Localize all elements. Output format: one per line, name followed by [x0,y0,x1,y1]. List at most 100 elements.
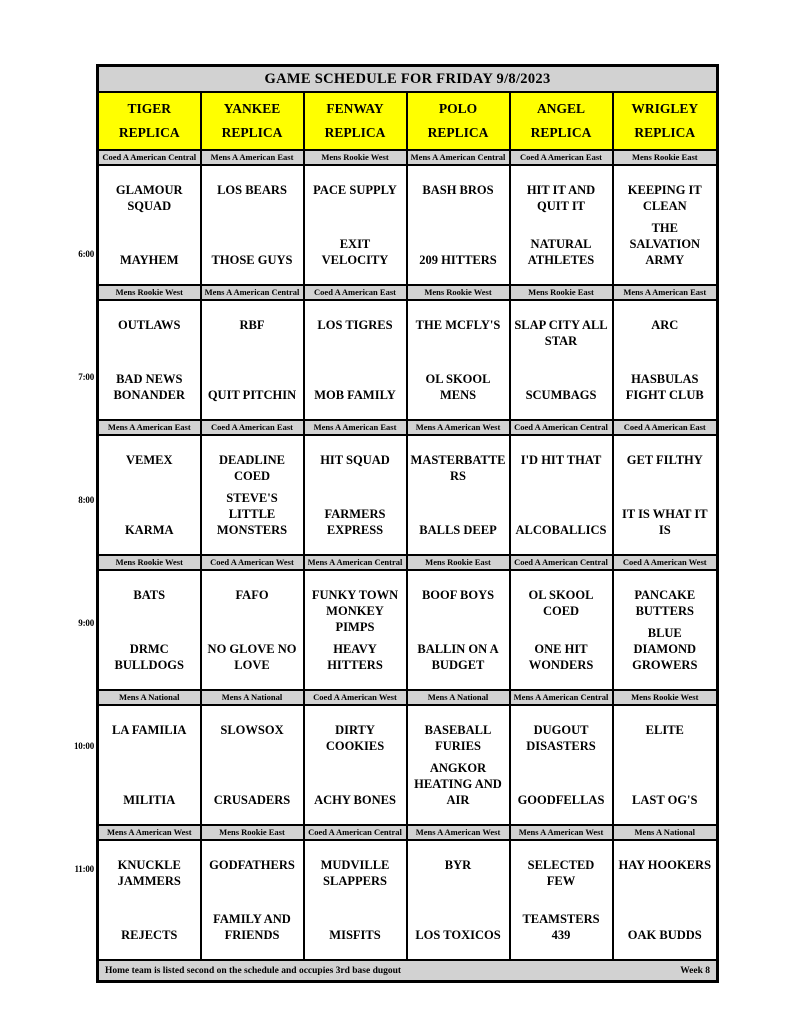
game-cell[interactable]: OUTLAWS BAD NEWS BONANDER [96,299,202,421]
away-team: OUTLAWS [117,318,181,332]
away-team: LOS TIGRES [317,318,393,332]
game-cell[interactable]: LOS BEARS THOSE GUYS [199,164,305,286]
home-team: REJECTS [121,928,178,942]
home-team: 209 HITTERS [419,253,497,267]
time-label-8: 8:00 [78,495,94,505]
home-team: OAK BUDDS [627,928,702,942]
home-team: NATURAL ATHLETES [527,237,595,267]
game-cell[interactable]: LOS TIGRES MOB FAMILY [302,299,408,421]
game-cell[interactable]: BATS DRMC BULLDOGS [96,569,202,691]
field-name: POLO [438,101,478,117]
league-label: Mens Rookie East [199,824,305,841]
game-cell[interactable]: MUDVILLE SLAPPERS MISFITS [302,839,408,961]
away-team: THE MCFLY'S [415,318,501,332]
game-cell[interactable]: MASTERBATTERS BALLS DEEP [405,434,511,556]
game-cell[interactable]: LA FAMILIA MILITIA [96,704,202,826]
home-team: STEVE'S LITTLE MONSTERS [216,491,288,537]
game-cell[interactable]: PANCAKE BUTTERS BLUE DIAMOND GROWERS [611,569,719,691]
game-cell[interactable]: VEMEX KARMA [96,434,202,556]
game-cell[interactable]: ARC HASBULAS FIGHT CLUB [611,299,719,421]
away-team: PACE SUPPLY [313,183,397,197]
field-sub: REPLICA [427,125,489,140]
league-label: Mens A American West [405,419,511,436]
league-label: Mens Rookie West [405,284,511,301]
game-cell[interactable]: DEADLINE COED STEVE'S LITTLE MONSTERS [199,434,305,556]
home-team: THE SALVATION ARMY [629,221,701,267]
game-cell[interactable]: ELITE LAST OG'S [611,704,719,826]
away-team: GET FILTHY [626,453,703,467]
game-cell[interactable]: BYR LOS TOXICOS [405,839,511,961]
league-label: Coed A American West [611,554,719,571]
game-cell[interactable]: PACE SUPPLY EXIT VELOCITY [302,164,408,286]
league-label: Coed A American East [199,419,305,436]
league-label: Mens A National [96,689,202,706]
game-cell[interactable]: GET FILTHY IT IS WHAT IT IS [611,434,719,556]
away-team: BASH BROS [422,183,494,197]
home-team: ACHY BONES [314,793,396,807]
league-row-10: Mens A National Mens A National Coed A A… [96,689,719,706]
away-team: SLAP CITY ALL STAR [514,318,608,348]
league-label: Mens A National [611,824,719,841]
league-label: Mens A American Central [302,554,408,571]
title-row: GAME SCHEDULE FOR FRIDAY 9/8/2023 [96,64,719,93]
home-team: THOSE GUYS [211,253,293,267]
league-label: Coed A American Central [508,554,614,571]
home-team: OL SKOOL MENS [425,372,491,402]
home-team: ONE HIT WONDERS [528,642,594,672]
game-cell[interactable]: THE MCFLY'S OL SKOOL MENS [405,299,511,421]
league-label: Mens A National [405,689,511,706]
game-cell[interactable]: KNUCKLE JAMMERS REJECTS [96,839,202,961]
home-team: KARMA [124,523,174,537]
away-team: HIT IT AND QUIT IT [526,183,596,213]
game-cell[interactable]: HIT IT AND QUIT IT NATURAL ATHLETES [508,164,614,286]
footer-row: Home team is listed second on the schedu… [96,959,719,983]
game-cell[interactable]: HIT SQUAD FARMERS EXPRESS [302,434,408,556]
game-row-8: VEMEX KARMA DEADLINE COED STEVE'S LITTLE M… [96,434,719,556]
game-cell[interactable]: BASH BROS 209 HITTERS [405,164,511,286]
game-cell[interactable]: DIRTY COOKIES ACHY BONES [302,704,408,826]
league-label: Mens Rookie East [611,149,719,166]
game-cell[interactable]: FAFO NO GLOVE NO LOVE [199,569,305,691]
league-row-6: Coed A American Central Mens A American … [96,149,719,166]
home-team: ANGKOR HEATING AND AIR [414,761,502,807]
home-team: MAYHEM [119,253,179,267]
game-cell[interactable]: OL SKOOL COED ONE HIT WONDERS [508,569,614,691]
game-cell[interactable]: DUGOUT DISASTERS GOODFELLAS [508,704,614,826]
away-team: FAFO [235,588,269,602]
home-team: MILITIA [123,793,176,807]
game-cell[interactable]: SLOWSOX CRUSADERS [199,704,305,826]
away-team: ELITE [645,723,684,737]
home-team: FAMILY AND FRIENDS [213,912,291,942]
away-team: BYR [444,858,472,872]
away-team: BASEBALL FURIES [424,723,492,753]
home-team: MISFITS [329,928,381,942]
home-team: DRMC BULLDOGS [114,642,184,672]
away-team: VEMEX [125,453,173,467]
game-cell[interactable]: KEEPING IT CLEAN THE SALVATION ARMY [611,164,719,286]
away-team: HIT SQUAD [320,453,390,467]
game-cell[interactable]: RBF QUIT PITCHIN [199,299,305,421]
field-sub: REPLICA [530,125,592,140]
game-cell[interactable]: SLAP CITY ALL STAR SCUMBAGS [508,299,614,421]
game-row-6: GLAMOUR SQUAD MAYHEM LOS BEARS THOSE GUYS … [96,164,719,286]
game-cell[interactable]: BOOF BOYS BALLIN ON A BUDGET [405,569,511,691]
game-cell[interactable]: GODFATHERS FAMILY AND FRIENDS [199,839,305,961]
field-header-angel: ANGEL REPLICA [508,91,614,151]
league-row-7: Mens Rookie West Mens A American Central… [96,284,719,301]
away-team: SELECTED FEW [527,858,595,888]
game-cell[interactable]: I'D HIT THAT ALCOBALLICS [508,434,614,556]
game-cell[interactable]: GLAMOUR SQUAD MAYHEM [96,164,202,286]
game-cell[interactable]: SELECTED FEW TEAMSTERS 439 [508,839,614,961]
field-name: ANGEL [536,101,585,117]
game-cell[interactable]: HAY HOOKERS OAK BUDDS [611,839,719,961]
league-row-11: Mens A American West Mens Rookie East Co… [96,824,719,841]
home-team: ALCOBALLICS [515,523,607,537]
game-cell[interactable]: BASEBALL FURIES ANGKOR HEATING AND AIR [405,704,511,826]
home-team: BALLIN ON A BUDGET [417,642,499,672]
home-team: GOODFELLAS [517,793,605,807]
away-team: KNUCKLE JAMMERS [117,858,181,888]
game-cell[interactable]: FUNKY TOWN MONKEY PIMPS HEAVY HITTERS [302,569,408,691]
away-team: GLAMOUR SQUAD [115,183,183,213]
away-team: LA FAMILIA [112,723,187,737]
